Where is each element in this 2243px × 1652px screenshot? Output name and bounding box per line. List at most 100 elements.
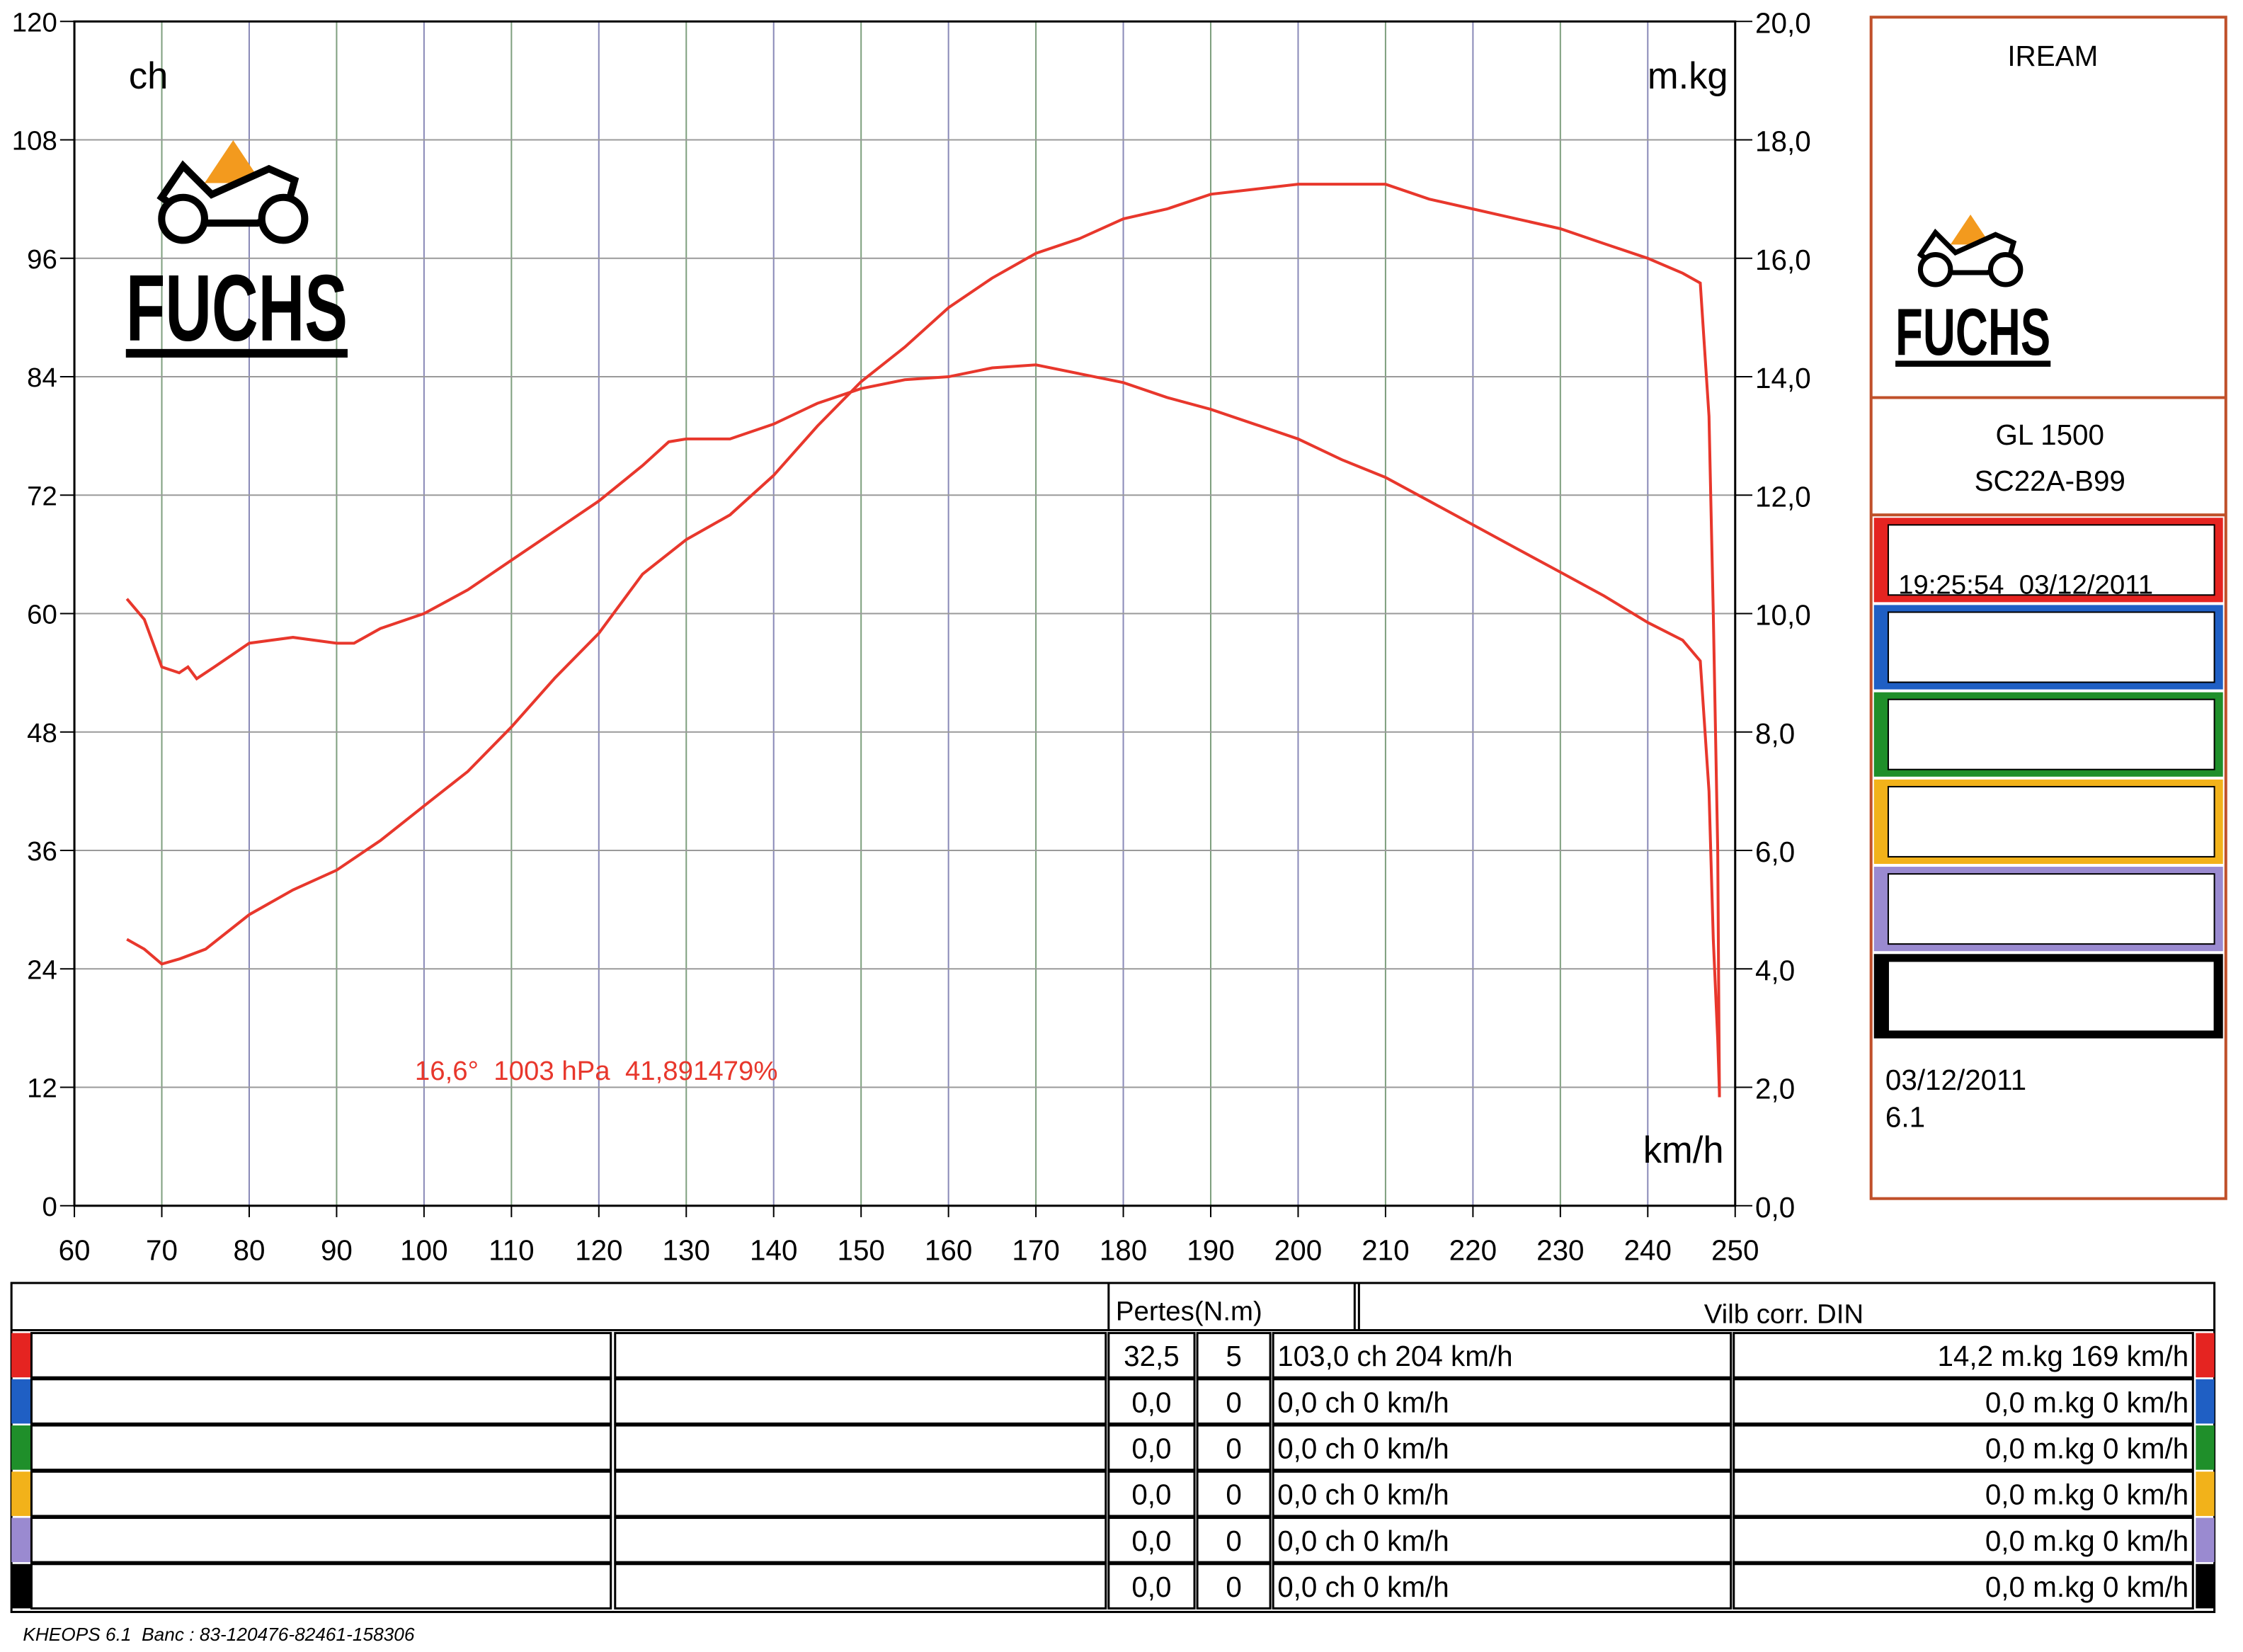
table-text: 0 — [1226, 1386, 1241, 1418]
table-cell — [1196, 1563, 1272, 1610]
y2-tick-label: 12,0 — [1755, 480, 1811, 513]
logo-wheel — [258, 193, 309, 244]
panel-title: IREAM — [2007, 40, 2098, 72]
table-text: 0,0 — [1131, 1479, 1171, 1511]
table-cell — [1733, 1424, 2194, 1471]
table-text: 0,0 ch 0 km/h — [1277, 1386, 1449, 1418]
y-axis-label: ch — [129, 55, 168, 97]
table-text: 0,0 m.kg 0 km/h — [1985, 1525, 2188, 1557]
table-cell — [1272, 1517, 1733, 1563]
table-cell — [1196, 1424, 1272, 1471]
table-cell — [614, 1332, 1107, 1379]
x-tick-label: 190 — [1187, 1234, 1234, 1267]
table-cell — [1107, 1378, 1196, 1425]
y2-tick-label: 0,0 — [1755, 1191, 1795, 1224]
x-axis-label: km/h — [1643, 1129, 1724, 1171]
y2-tick-label: 18,0 — [1755, 125, 1811, 158]
panel-code: SC22A-B99 — [1975, 465, 2125, 497]
table-cell — [30, 1332, 612, 1379]
x-tick-label: 100 — [400, 1234, 447, 1267]
panel-model: GL 1500 — [1996, 418, 2104, 451]
color-slot-inner — [1887, 960, 2215, 1032]
logo: FUCHS — [125, 139, 348, 361]
table-cell — [1733, 1470, 2194, 1517]
table-text: 0 — [1226, 1571, 1241, 1603]
panel-entry: 19:25:54 03/12/2011 — [1898, 569, 2153, 600]
x-tick-label: 240 — [1624, 1234, 1672, 1267]
table-cell — [30, 1517, 612, 1563]
color-slot-inner — [1887, 785, 2215, 858]
table-text: 0,0 ch 0 km/h — [1277, 1571, 1449, 1603]
table-text: 0 — [1226, 1432, 1241, 1465]
row-stripe — [2196, 1425, 2215, 1470]
table-text: 0,0 — [1131, 1525, 1171, 1557]
table-cell — [1196, 1378, 1272, 1425]
color-slot-inner — [1887, 873, 2215, 945]
table-cell — [1733, 1563, 2194, 1610]
logo-wheel — [1987, 252, 2024, 287]
table-text: 0,0 — [1131, 1432, 1171, 1465]
table-cell — [1196, 1517, 1272, 1563]
logo-text: FUCHS — [126, 256, 348, 361]
y2-tick-label: 10,0 — [1755, 599, 1811, 632]
row-stripe — [2196, 1563, 2215, 1609]
x-tick-label: 230 — [1536, 1234, 1584, 1267]
x-tick-label: 110 — [489, 1234, 534, 1267]
table-cell — [614, 1470, 1107, 1517]
color-slot-inner — [1887, 524, 2215, 596]
table-text: 5 — [1226, 1340, 1241, 1372]
x-tick-label: 120 — [575, 1234, 622, 1267]
x-tick-label: 80 — [234, 1234, 266, 1267]
plot-frame — [73, 20, 1737, 1207]
row-stripe — [11, 1563, 32, 1609]
table-text: 0,0 m.kg 0 km/h — [1985, 1571, 2188, 1603]
row-stripe — [2196, 1471, 2215, 1516]
series-line — [126, 183, 1721, 1098]
x-tick-label: 60 — [59, 1234, 91, 1267]
y-tick-label: 24 — [27, 955, 57, 985]
y-tick-label: 12 — [27, 1073, 57, 1104]
table-cell — [1196, 1332, 1272, 1379]
table-text: 0,0 ch 0 km/h — [1277, 1479, 1449, 1511]
table-header: Vilb corr. DIN — [1704, 1299, 1864, 1329]
y-tick-label: 48 — [27, 718, 57, 748]
table-text: 103,0 ch 204 km/h — [1277, 1340, 1512, 1372]
y2-tick-label: 2,0 — [1755, 1073, 1795, 1105]
y2-tick-label: 4,0 — [1755, 954, 1795, 986]
y2-tick-label: 16,0 — [1755, 244, 1811, 276]
x-tick-label: 250 — [1711, 1234, 1759, 1267]
series-line — [125, 363, 1721, 1093]
table-cell — [1272, 1424, 1733, 1471]
x-tick-label: 140 — [750, 1234, 797, 1267]
logo: FUCHS — [1895, 214, 2051, 369]
row-stripe — [11, 1425, 32, 1470]
panel-box — [1869, 16, 2227, 1200]
table-text: 0,0 — [1131, 1571, 1171, 1603]
row-stripe — [11, 1471, 32, 1516]
logo-triangle — [1950, 214, 1991, 245]
x-tick-label: 200 — [1274, 1234, 1322, 1267]
table-cell — [30, 1424, 612, 1471]
table-cell — [1107, 1470, 1196, 1517]
x-tick-label: 180 — [1100, 1234, 1147, 1267]
row-stripe — [2196, 1333, 2215, 1378]
table-cell — [30, 1378, 612, 1425]
row-stripe — [11, 1517, 32, 1563]
y2-tick-label: 8,0 — [1755, 717, 1795, 750]
x-tick-label: 150 — [837, 1234, 884, 1267]
table-cell — [1733, 1517, 2194, 1563]
table-cell — [614, 1424, 1107, 1471]
row-stripe — [11, 1333, 32, 1378]
row-stripe — [11, 1379, 32, 1424]
table-cell — [614, 1378, 1107, 1425]
y-tick-label: 0 — [42, 1192, 57, 1222]
table-cell — [30, 1563, 612, 1610]
panel-version: 6.1 — [1885, 1101, 1925, 1134]
table-cell — [614, 1517, 1107, 1563]
y-tick-label: 36 — [27, 836, 57, 867]
row-stripe — [2196, 1517, 2215, 1563]
table-cell — [1272, 1470, 1733, 1517]
logo-triangle — [204, 139, 262, 183]
table-cell — [614, 1563, 1107, 1610]
